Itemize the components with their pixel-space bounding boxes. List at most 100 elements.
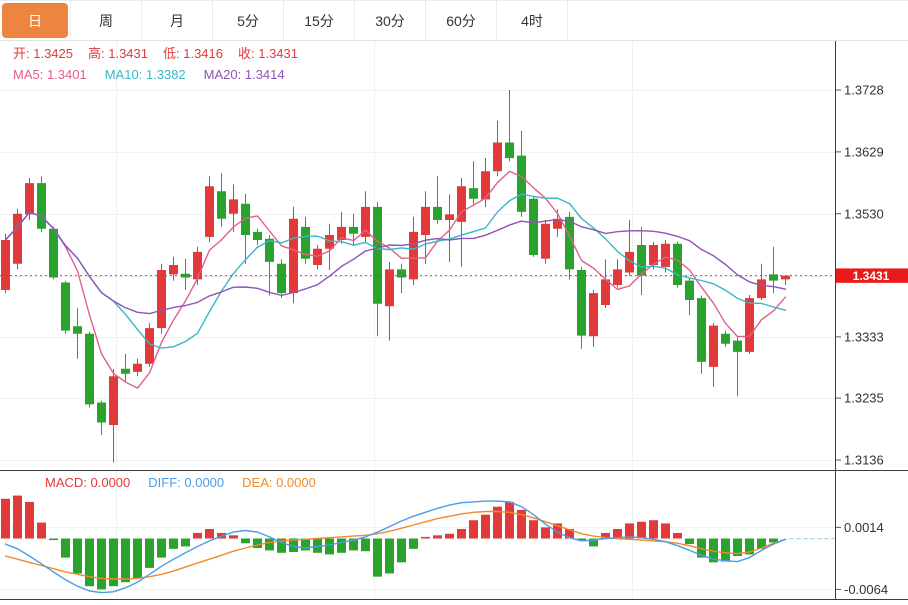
candle-body	[457, 186, 466, 222]
tab-month[interactable]: 月	[142, 1, 213, 40]
candle-body	[301, 226, 310, 259]
macd-bar	[133, 538, 142, 579]
ohlc-readout-high: 高: 1.3431	[88, 46, 148, 61]
candle-body	[673, 243, 682, 285]
ohlc-readout-close: 收: 1.3431	[238, 46, 298, 61]
candle-body	[277, 263, 286, 294]
macd-bar	[193, 532, 202, 539]
macd-bar	[385, 538, 394, 574]
y-axis-label: 1.3530	[844, 206, 884, 221]
ma-readout-ma5: MA5: 1.3401	[13, 67, 87, 82]
candle-body	[697, 298, 706, 362]
candle-body	[553, 218, 562, 229]
ma-readout-ma10: MA10: 1.3382	[104, 67, 186, 82]
macd-histogram-layer	[1, 495, 778, 590]
candle-body	[505, 142, 514, 159]
tab-60m[interactable]: 60分	[426, 1, 497, 40]
macd-readout-diff: DIFF: 0.0000	[148, 475, 225, 490]
candles-layer	[1, 90, 790, 463]
macd-bar	[541, 527, 550, 539]
tab-label-day: 日	[2, 3, 68, 38]
candle-body	[337, 226, 346, 240]
macd-bar	[373, 538, 382, 577]
candle-body	[385, 269, 394, 307]
macd-bar	[85, 538, 94, 587]
macd-bar	[37, 522, 46, 539]
candle-body	[373, 206, 382, 304]
candle-body	[229, 199, 238, 214]
candle-body	[97, 402, 106, 423]
y-axis-label: 1.3629	[844, 144, 884, 159]
tab-15m[interactable]: 15分	[284, 1, 355, 40]
macd-bar	[589, 538, 598, 547]
macd-readout-macd: MACD: 0.0000	[45, 475, 131, 490]
macd-bar	[661, 523, 670, 539]
macd-bar	[433, 535, 442, 539]
candle-body	[637, 245, 646, 276]
candle-body	[73, 326, 82, 334]
macd-bar	[229, 535, 238, 539]
tab-day[interactable]: 日	[0, 1, 71, 40]
candle-body	[361, 206, 370, 237]
candle-body	[589, 293, 598, 337]
candle-body	[145, 328, 154, 364]
y-axis-label: 0.0014	[844, 520, 884, 535]
candle-body	[253, 231, 262, 240]
tab-5m[interactable]: 5分	[213, 1, 284, 40]
y-axis-label: 1.3728	[844, 83, 884, 98]
macd-bar	[145, 538, 154, 568]
candle-body	[721, 333, 730, 344]
candle-body	[541, 223, 550, 259]
candle-body	[1, 240, 10, 290]
ma5-line	[4, 170, 787, 389]
macd-bar	[49, 538, 58, 541]
candle-body	[445, 214, 454, 220]
candle-body	[25, 183, 34, 215]
y-axis-label: 1.3136	[844, 453, 884, 468]
macd-bar	[337, 538, 346, 553]
ma10-line	[4, 193, 787, 349]
macd-bar	[157, 538, 166, 558]
candle-body	[193, 251, 202, 280]
candle-body	[133, 363, 142, 372]
macd-bar	[445, 533, 454, 539]
y-axis-label: -0.0064	[844, 582, 888, 597]
candle-body	[325, 235, 334, 249]
macd-bar	[757, 538, 766, 549]
macd-bar	[685, 538, 694, 545]
macd-bar	[409, 538, 418, 549]
macd-bar	[733, 538, 742, 556]
macd-bar	[13, 495, 22, 539]
tab-30m[interactable]: 30分	[355, 1, 426, 40]
macd-bar	[481, 514, 490, 539]
candle-body	[433, 206, 442, 220]
macd-bar	[721, 538, 730, 562]
macd-bar	[349, 538, 358, 551]
macd-readout-dea: DEA: 0.0000	[242, 475, 316, 490]
tab-week[interactable]: 周	[71, 1, 142, 40]
ma-readout-ma20: MA20: 1.3414	[203, 67, 285, 82]
candle-body	[529, 198, 538, 255]
candle-body	[685, 280, 694, 300]
candle-body	[709, 325, 718, 367]
macd-bar	[61, 538, 70, 558]
dea-line	[4, 510, 787, 580]
tab-4h[interactable]: 4时	[497, 1, 568, 40]
macd-bar	[109, 538, 118, 587]
macd-bar	[205, 528, 214, 539]
macd-bar	[361, 538, 370, 552]
macd-bar	[517, 509, 526, 539]
macd-bar	[649, 520, 658, 539]
y-axis-label: 1.3235	[844, 391, 884, 406]
candle-body	[109, 376, 118, 425]
macd-bar	[457, 528, 466, 539]
macd-bar	[277, 538, 286, 553]
candle-body	[613, 269, 622, 285]
candle-body	[625, 251, 634, 273]
candle-body	[757, 279, 766, 299]
macd-bar	[421, 536, 430, 539]
macd-bar	[73, 538, 82, 574]
candle-body	[421, 206, 430, 235]
macd-bar	[505, 501, 514, 539]
